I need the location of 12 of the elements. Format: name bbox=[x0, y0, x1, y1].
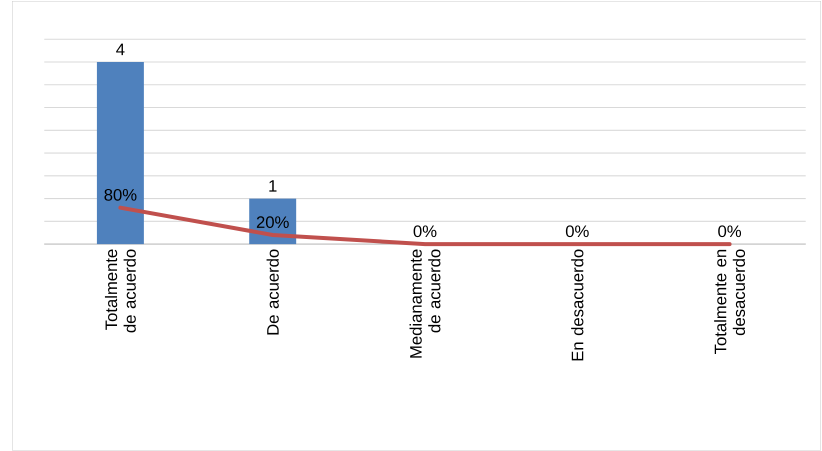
data-label: 80% bbox=[104, 188, 136, 201]
x-tick-label: Medianamente de acuerdo bbox=[410, 249, 440, 358]
x-tick-label: De acuerdo bbox=[266, 249, 279, 334]
data-label: 0% bbox=[414, 225, 436, 238]
x-tick-label: Totalmente de acuerdo bbox=[104, 249, 136, 332]
x-tick-label: Totalmente en desacuerdo bbox=[714, 249, 746, 354]
data-label: 0% bbox=[566, 225, 589, 238]
data-label: 1 bbox=[269, 180, 277, 192]
x-tick-label: En desacuerdo bbox=[571, 249, 584, 360]
data-label: 0% bbox=[718, 225, 742, 238]
data-label: 20% bbox=[256, 216, 289, 228]
data-label: 4 bbox=[116, 44, 125, 55]
